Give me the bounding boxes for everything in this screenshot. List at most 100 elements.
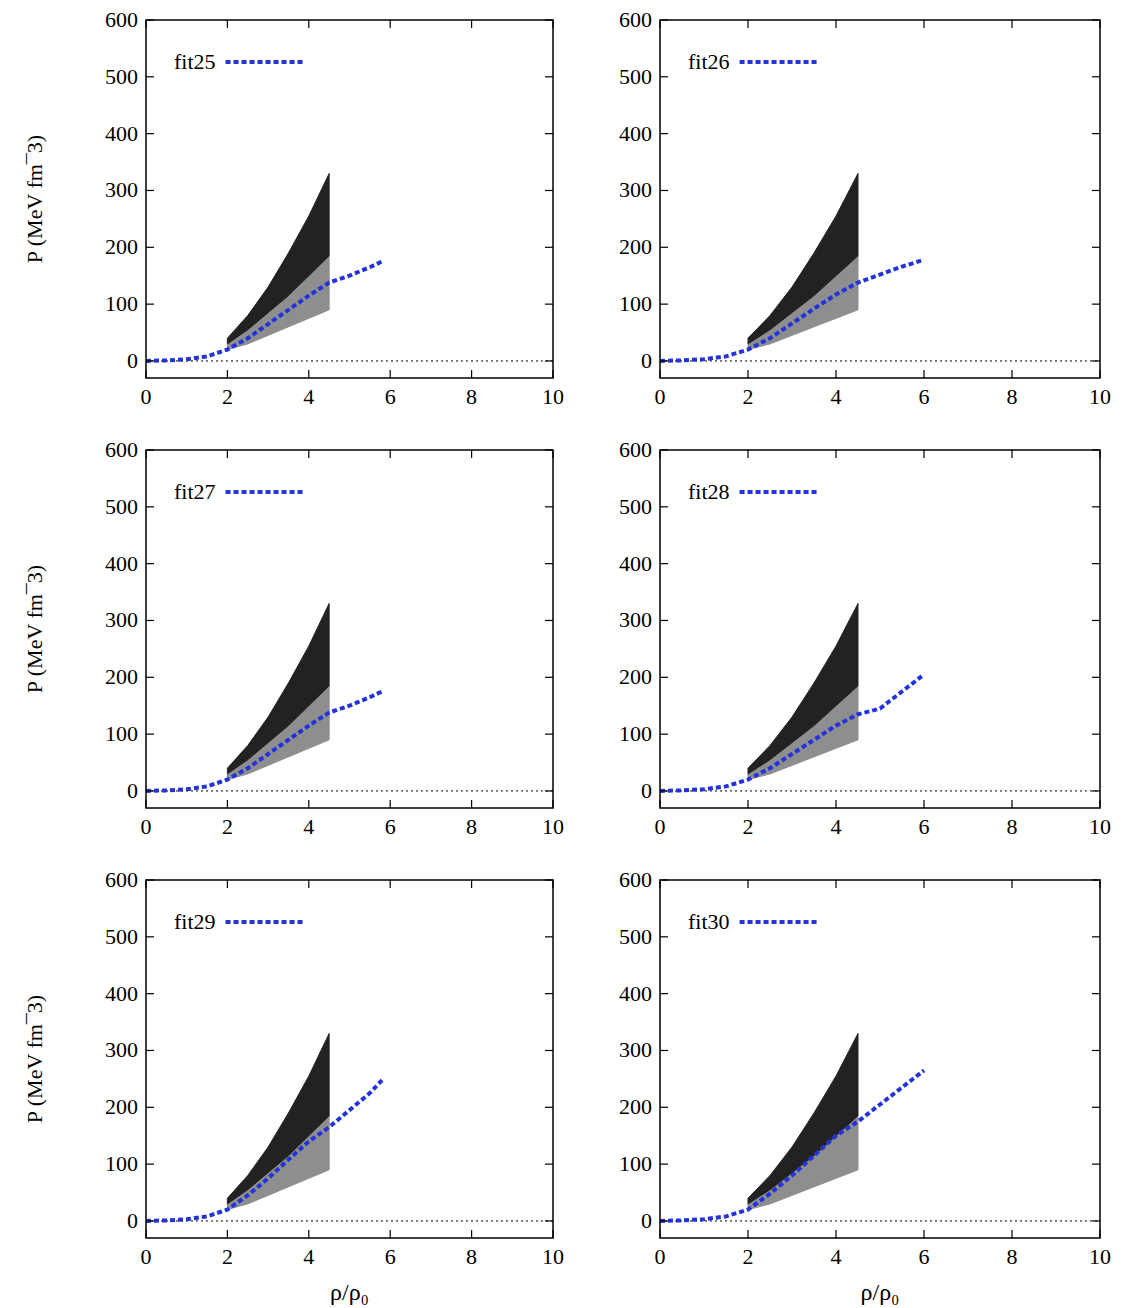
y-tick-label: 400 — [105, 981, 138, 1006]
panel: 02468100100200300400500600fit28 — [619, 437, 1111, 839]
x-tick-label: 6 — [385, 1244, 396, 1269]
x-tick-label: 8 — [466, 384, 477, 409]
x-tick — [227, 450, 228, 458]
x-tick — [145, 20, 146, 28]
y-tick-label: 0 — [641, 348, 652, 373]
x-tick — [227, 20, 228, 28]
x-tick — [390, 800, 391, 808]
panel: 02468100100200300400500600P (MeV fm¯3)fi… — [22, 437, 564, 839]
x-tick — [471, 1230, 472, 1238]
x-tick — [227, 370, 228, 378]
x-tick — [923, 450, 924, 458]
x-tick — [747, 450, 748, 458]
y-tick-label: 500 — [619, 924, 652, 949]
y-tick — [660, 879, 668, 880]
x-tick — [1011, 370, 1012, 378]
legend-label: fit26 — [688, 49, 730, 74]
x-axis-title: ρ/ρ₀ — [861, 1279, 900, 1305]
y-axis-title: P (MeV fm¯3) — [22, 135, 47, 263]
y-tick — [146, 1164, 154, 1165]
x-tick — [1099, 1230, 1100, 1238]
x-tick — [835, 800, 836, 808]
x-tick — [145, 880, 146, 888]
y-tick — [146, 734, 154, 735]
x-tick-label: 2 — [743, 814, 754, 839]
y-tick — [660, 1164, 668, 1165]
x-tick-label: 0 — [141, 814, 152, 839]
y-tick-label: 100 — [105, 721, 138, 746]
y-tick — [660, 1107, 668, 1108]
x-tick — [471, 370, 472, 378]
fit-line — [660, 1070, 924, 1221]
x-tick — [227, 800, 228, 808]
y-tick-label: 200 — [619, 1094, 652, 1119]
y-tick-label: 600 — [619, 437, 652, 462]
x-tick-label: 4 — [303, 814, 314, 839]
frame — [146, 880, 553, 1238]
y-tick-label: 500 — [105, 494, 138, 519]
legend-label: fit28 — [688, 479, 730, 504]
y-tick — [1092, 190, 1100, 191]
y-tick — [660, 993, 668, 994]
y-tick-label: 600 — [619, 867, 652, 892]
y-tick — [660, 247, 668, 248]
plot-area — [660, 603, 1100, 791]
x-tick — [747, 370, 748, 378]
x-tick-label: 8 — [1007, 384, 1018, 409]
y-tick-label: 0 — [127, 348, 138, 373]
x-tick — [835, 1230, 836, 1238]
y-tick — [146, 1050, 154, 1051]
y-tick-label: 500 — [105, 924, 138, 949]
x-tick — [1011, 450, 1012, 458]
x-tick — [552, 1230, 553, 1238]
x-tick — [747, 800, 748, 808]
x-tick — [145, 370, 146, 378]
legend-swatch — [740, 920, 820, 924]
fit-line — [146, 692, 382, 791]
x-tick-label: 2 — [743, 384, 754, 409]
legend-label: fit29 — [174, 909, 216, 934]
y-tick-label: 300 — [105, 177, 138, 202]
zero-line — [660, 1220, 1100, 1221]
plot-area — [146, 1033, 553, 1221]
y-tick — [146, 620, 154, 621]
x-tick — [471, 800, 472, 808]
fit-line — [660, 260, 924, 361]
x-tick — [552, 370, 553, 378]
y-tick-label: 500 — [105, 64, 138, 89]
x-tick — [552, 450, 553, 458]
zero-line — [146, 1220, 553, 1221]
x-tick — [308, 1230, 309, 1238]
y-axis-title: P (MeV fm¯3) — [22, 995, 47, 1123]
y-tick — [660, 1050, 668, 1051]
y-tick — [146, 790, 154, 791]
x-tick-label: 6 — [919, 1244, 930, 1269]
x-tick — [1011, 800, 1012, 808]
x-tick — [1099, 800, 1100, 808]
x-tick-label: 4 — [303, 384, 314, 409]
y-tick-label: 0 — [127, 778, 138, 803]
y-tick-label: 300 — [105, 607, 138, 632]
zero-line — [146, 360, 553, 361]
x-tick — [923, 880, 924, 888]
y-tick — [1092, 677, 1100, 678]
y-tick — [545, 620, 553, 621]
y-tick-label: 200 — [105, 664, 138, 689]
y-tick — [545, 133, 553, 134]
y-tick-label: 600 — [105, 437, 138, 462]
x-tick-label: 10 — [542, 384, 564, 409]
x-tick — [227, 880, 228, 888]
y-tick — [146, 304, 154, 305]
x-tick-label: 8 — [1007, 1244, 1018, 1269]
y-tick — [146, 506, 154, 507]
x-tick — [1099, 450, 1100, 458]
y-tick — [545, 1220, 553, 1221]
legend-swatch — [226, 490, 306, 494]
y-tick — [146, 19, 154, 20]
y-tick-label: 600 — [619, 7, 652, 32]
x-tick-label: 2 — [222, 814, 233, 839]
x-tick-label: 10 — [1089, 814, 1111, 839]
y-tick — [660, 734, 668, 735]
y-tick — [1092, 506, 1100, 507]
y-tick — [660, 790, 668, 791]
